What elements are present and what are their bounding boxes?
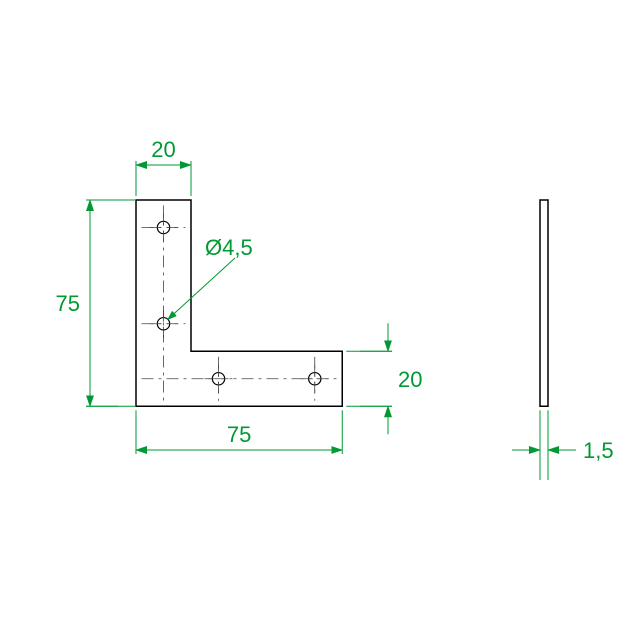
dim-left-75-label: 75: [56, 291, 80, 316]
dim-thickness-label: 1,5: [583, 438, 614, 463]
dim-right-20-label: 20: [398, 367, 422, 392]
side-view: [540, 200, 548, 406]
dim-top-20-label: 20: [151, 137, 175, 162]
bracket-outline: [136, 200, 342, 406]
dia-leader: [168, 258, 235, 319]
dia-label: Ø4,5: [205, 235, 253, 260]
dim-bottom-75-label: 75: [227, 422, 251, 447]
